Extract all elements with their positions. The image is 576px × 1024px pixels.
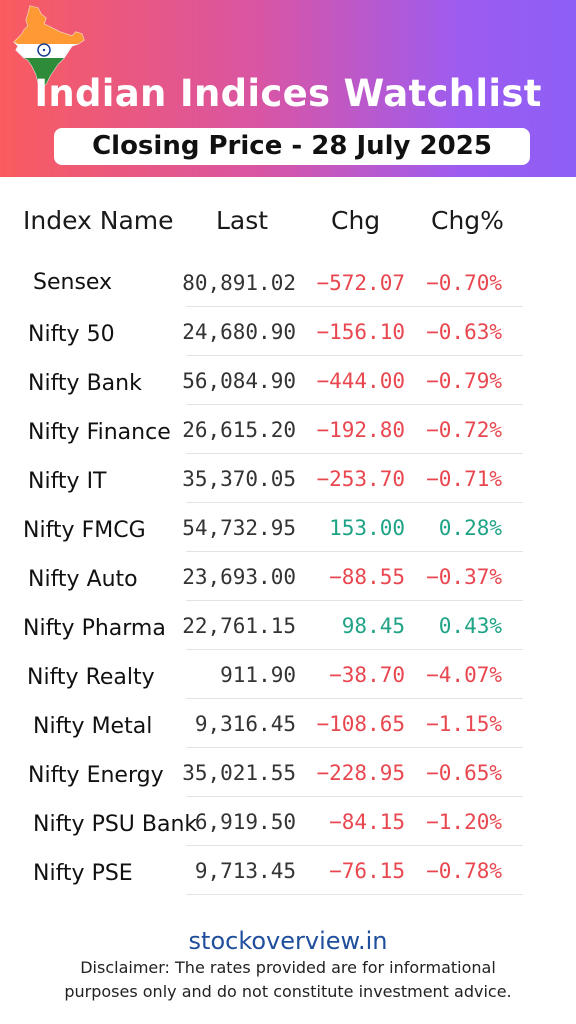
- row-divider: [186, 355, 523, 356]
- index-name-cell: Nifty PSU Bank: [33, 812, 198, 837]
- index-name-cell: Nifty IT: [28, 469, 107, 494]
- change-percent-cell: −0.65%: [426, 761, 502, 785]
- change-percent-cell: −1.20%: [426, 810, 502, 834]
- table-row: Nifty Finance 26,615.20 −192.80 −0.72%: [0, 406, 576, 455]
- row-divider: [186, 796, 523, 797]
- row-divider: [186, 453, 523, 454]
- change-cell: −192.80: [316, 418, 405, 442]
- index-name-cell: Sensex: [33, 270, 113, 295]
- index-name-cell: Nifty FMCG: [23, 518, 146, 543]
- row-divider: [186, 894, 523, 895]
- change-percent-cell: 0.43%: [438, 614, 502, 638]
- index-name-cell: Nifty Auto: [28, 567, 138, 592]
- row-divider: [186, 306, 523, 307]
- last-price-cell: 54,732.95: [182, 516, 296, 540]
- column-header-index-name: Index Name: [23, 206, 174, 235]
- index-name-cell: Nifty Metal: [33, 714, 153, 739]
- change-percent-cell: −0.70%: [426, 271, 502, 295]
- table-row: Nifty IT 35,370.05 −253.70 −0.71%: [0, 455, 576, 504]
- last-price-cell: 24,680.90: [182, 320, 296, 344]
- change-percent-cell: −0.63%: [426, 320, 502, 344]
- change-percent-cell: 0.28%: [438, 516, 502, 540]
- page-subtitle: Closing Price - 28 July 2025: [92, 131, 492, 161]
- last-price-cell: 35,021.55: [182, 761, 296, 785]
- change-percent-cell: −0.37%: [426, 565, 502, 589]
- table-row: Nifty Metal 9,316.45 −108.65 −1.15%: [0, 700, 576, 749]
- last-price-cell: 80,891.02: [182, 271, 296, 295]
- last-price-cell: 9,316.45: [194, 712, 296, 736]
- table-row: Nifty PSE 9,713.45 −76.15 −0.78%: [0, 847, 576, 896]
- change-percent-cell: −0.78%: [426, 859, 502, 883]
- last-price-cell: 35,370.05: [182, 467, 296, 491]
- change-cell: −84.15: [329, 810, 405, 834]
- row-divider: [186, 404, 523, 405]
- table-row: Nifty FMCG 54,732.95 153.00 0.28%: [0, 504, 576, 553]
- disclaimer-line-2: purposes only and do not constitute inve…: [64, 982, 512, 1001]
- last-price-cell: 26,615.20: [182, 418, 296, 442]
- column-header-last: Last: [216, 206, 269, 235]
- website-link[interactable]: stockoverview.in: [188, 927, 388, 955]
- change-percent-cell: −4.07%: [426, 663, 502, 687]
- change-cell: −444.00: [316, 369, 405, 393]
- change-cell: −156.10: [316, 320, 405, 344]
- change-percent-cell: −0.72%: [426, 418, 502, 442]
- column-header-chg: Chg: [331, 206, 381, 235]
- row-divider: [186, 502, 523, 503]
- change-percent-cell: −1.15%: [426, 712, 502, 736]
- change-percent-cell: −0.79%: [426, 369, 502, 393]
- index-name-cell: Nifty Realty: [27, 665, 155, 690]
- change-cell: 153.00: [329, 516, 405, 540]
- index-name-cell: Nifty Finance: [28, 420, 171, 445]
- page-title: Indian Indices Watchlist: [34, 72, 542, 115]
- row-divider: [186, 600, 523, 601]
- change-cell: −108.65: [316, 712, 405, 736]
- india-map-icon: [13, 5, 85, 89]
- subtitle-box: Closing Price - 28 July 2025: [54, 128, 530, 165]
- last-price-cell: 22,761.15: [182, 614, 296, 638]
- table-row: Nifty PSU Bank 6,919.50 −84.15 −1.20%: [0, 798, 576, 847]
- table-row: Nifty 50 24,680.90 −156.10 −0.63%: [0, 308, 576, 357]
- change-cell: 98.45: [341, 614, 405, 638]
- last-price-cell: 6,919.50: [194, 810, 296, 834]
- table-row: Nifty Energy 35,021.55 −228.95 −0.65%: [0, 749, 576, 798]
- index-name-cell: Nifty Bank: [28, 371, 142, 396]
- table-row: Nifty Auto 23,693.00 −88.55 −0.37%: [0, 553, 576, 602]
- change-cell: −253.70: [316, 467, 405, 491]
- row-divider: [186, 551, 523, 552]
- change-cell: −572.07: [316, 271, 405, 295]
- last-price-cell: 23,693.00: [182, 565, 296, 589]
- change-cell: −228.95: [316, 761, 405, 785]
- row-divider: [186, 845, 523, 846]
- last-price-cell: 911.90: [220, 663, 296, 687]
- table-row: Sensex 80,891.02 −572.07 −0.70%: [0, 259, 576, 308]
- change-cell: −76.15: [329, 859, 405, 883]
- column-header-chg-pct: Chg%: [431, 206, 504, 235]
- change-cell: −38.70: [329, 663, 405, 687]
- last-price-cell: 9,713.45: [194, 859, 296, 883]
- table-row: Nifty Bank 56,084.90 −444.00 −0.79%: [0, 357, 576, 406]
- table-row: Nifty Pharma 22,761.15 98.45 0.43%: [0, 602, 576, 651]
- header-banner: Indian Indices Watchlist Closing Price -…: [0, 0, 576, 177]
- last-price-cell: 56,084.90: [182, 369, 296, 393]
- index-name-cell: Nifty 50: [28, 322, 115, 347]
- table-row: Nifty Realty 911.90 −38.70 −4.07%: [0, 651, 576, 700]
- row-divider: [186, 698, 523, 699]
- disclaimer-line-1: Disclaimer: The rates provided are for i…: [80, 958, 496, 977]
- index-name-cell: Nifty Energy: [28, 763, 164, 788]
- row-divider: [186, 747, 523, 748]
- index-name-cell: Nifty Pharma: [23, 616, 166, 641]
- change-percent-cell: −0.71%: [426, 467, 502, 491]
- row-divider: [186, 649, 523, 650]
- index-name-cell: Nifty PSE: [33, 861, 133, 886]
- change-cell: −88.55: [329, 565, 405, 589]
